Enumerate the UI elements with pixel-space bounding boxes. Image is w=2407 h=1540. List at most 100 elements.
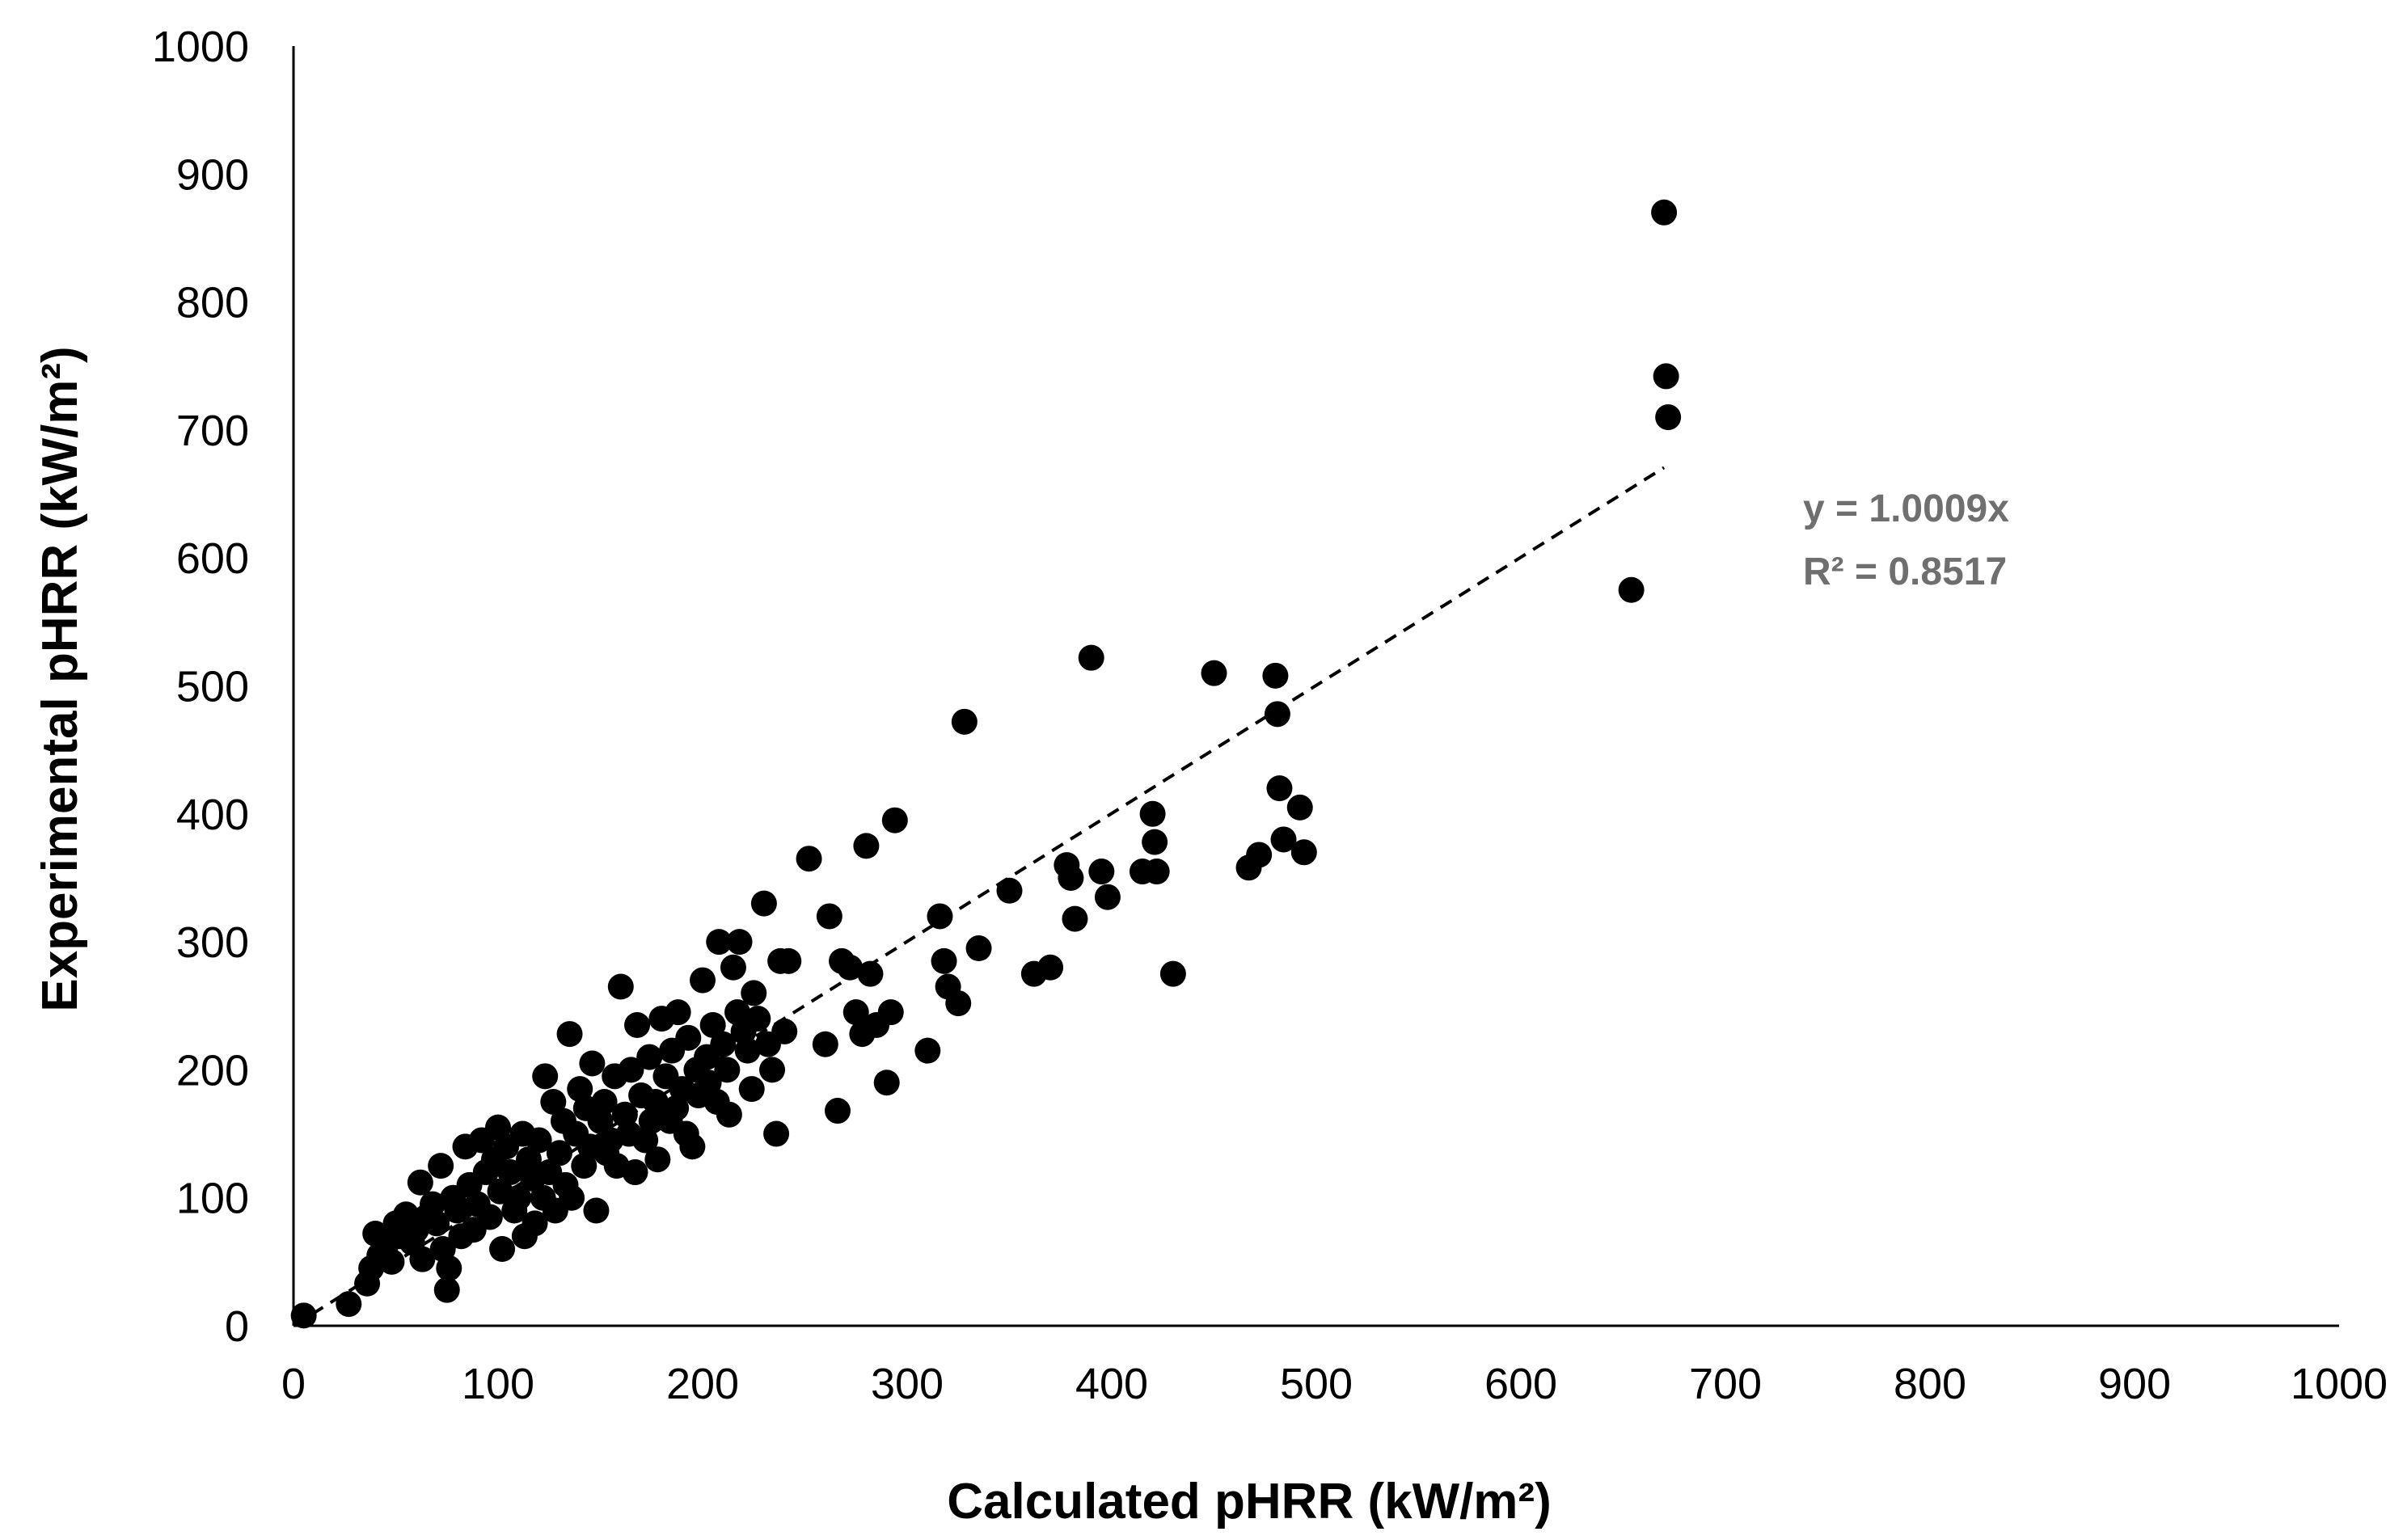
trendline-equation: y = 1.0009x	[1803, 487, 2009, 530]
data-point	[699, 1011, 726, 1038]
data-point	[522, 1210, 548, 1237]
data-point	[433, 1276, 460, 1303]
data-point	[1286, 794, 1313, 821]
data-point	[624, 1011, 651, 1038]
trendline-r-squared: R² = 0.8517	[1803, 551, 2007, 593]
data-point	[540, 1088, 567, 1115]
x-tick-labels: 0 100 200 300 400 500 600 700 800 900 1000	[281, 1360, 2388, 1408]
y-tick-label: 700	[176, 407, 249, 455]
y-tick-label: 1000	[152, 23, 249, 71]
data-point	[591, 1088, 618, 1115]
data-point	[816, 903, 842, 930]
data-point	[1062, 905, 1088, 932]
data-point	[1142, 829, 1168, 855]
data-point	[738, 1076, 765, 1103]
data-point	[824, 1098, 851, 1124]
y-tick-label: 400	[176, 791, 249, 839]
data-point	[1266, 775, 1293, 802]
data-point	[1201, 660, 1227, 686]
data-point	[497, 1159, 524, 1186]
data-point	[532, 1063, 559, 1090]
data-point	[424, 1210, 450, 1237]
data-point	[579, 1050, 606, 1077]
data-point	[622, 1159, 648, 1186]
data-point	[873, 1070, 900, 1096]
y-tick-label: 0	[225, 1302, 249, 1351]
data-point	[1088, 859, 1115, 885]
y-tick-label: 600	[176, 534, 249, 583]
x-tick-label: 900	[2098, 1360, 2171, 1408]
data-point	[853, 833, 880, 859]
data-point	[679, 1133, 706, 1160]
data-point	[436, 1255, 462, 1281]
data-point	[1270, 826, 1297, 853]
data-point	[1651, 199, 1678, 226]
x-axis-title: Calculated pHRR (kW/m²)	[947, 1474, 1551, 1529]
data-point	[587, 1108, 614, 1134]
data-point	[1094, 884, 1121, 910]
data-point	[559, 1184, 585, 1211]
x-tick-label: 600	[1484, 1360, 1557, 1408]
data-point	[1655, 404, 1682, 431]
data-point	[771, 1018, 798, 1044]
data-point	[726, 929, 753, 956]
x-tick-label: 800	[1894, 1360, 1966, 1408]
data-point	[1159, 960, 1186, 987]
data-point	[927, 903, 953, 930]
data-point	[965, 935, 992, 962]
x-tick-label: 700	[1689, 1360, 1762, 1408]
x-tick-label: 300	[871, 1360, 944, 1408]
y-tick-label: 100	[176, 1175, 249, 1223]
data-point	[489, 1236, 516, 1263]
data-point	[636, 1044, 663, 1070]
data-point	[720, 954, 746, 981]
data-point	[526, 1127, 552, 1154]
data-point	[546, 1140, 572, 1167]
x-tick-label: 100	[462, 1360, 534, 1408]
data-point	[420, 1191, 446, 1217]
data-point	[638, 1108, 665, 1134]
data-point	[505, 1184, 532, 1211]
data-point	[837, 954, 864, 981]
data-point	[714, 1057, 741, 1083]
y-tick-label: 500	[176, 663, 249, 711]
data-point	[931, 947, 957, 974]
data-point	[556, 1021, 583, 1048]
data-point	[1264, 701, 1290, 728]
data-point	[763, 1120, 790, 1147]
data-point	[336, 1291, 362, 1318]
data-point	[1290, 839, 1317, 866]
data-point	[515, 1146, 542, 1173]
data-point	[1246, 842, 1273, 868]
data-point	[951, 708, 978, 735]
x-tick-label: 1000	[2291, 1360, 2388, 1408]
y-axis-title: Experimental pHRR (kW/m²)	[32, 346, 88, 1011]
data-point	[775, 947, 802, 974]
y-tick-labels: 0 100 200 300 400 500 600 700 800 900 1000	[152, 23, 249, 1351]
data-point	[812, 1031, 838, 1057]
x-tick-label: 400	[1075, 1360, 1148, 1408]
data-point	[1037, 954, 1064, 981]
data-point	[644, 1146, 671, 1173]
data-point	[877, 999, 904, 1026]
data-point	[796, 846, 822, 872]
data-point	[706, 929, 733, 956]
data-point	[734, 1037, 761, 1064]
data-point	[407, 1169, 433, 1196]
data-point	[1139, 800, 1166, 827]
x-tick-label: 0	[281, 1360, 306, 1408]
data-point	[881, 807, 908, 833]
x-tick-label: 500	[1280, 1360, 1353, 1408]
data-point	[583, 1197, 610, 1224]
data-point	[1262, 662, 1289, 689]
data-point	[1058, 864, 1084, 891]
data-point	[642, 1088, 669, 1115]
axes	[292, 46, 2339, 1327]
data-point	[759, 1057, 786, 1083]
data-point	[290, 1302, 317, 1329]
data-point	[607, 973, 634, 1000]
data-point	[710, 1031, 737, 1057]
data-point	[996, 877, 1023, 904]
y-tick-label: 200	[176, 1046, 249, 1095]
